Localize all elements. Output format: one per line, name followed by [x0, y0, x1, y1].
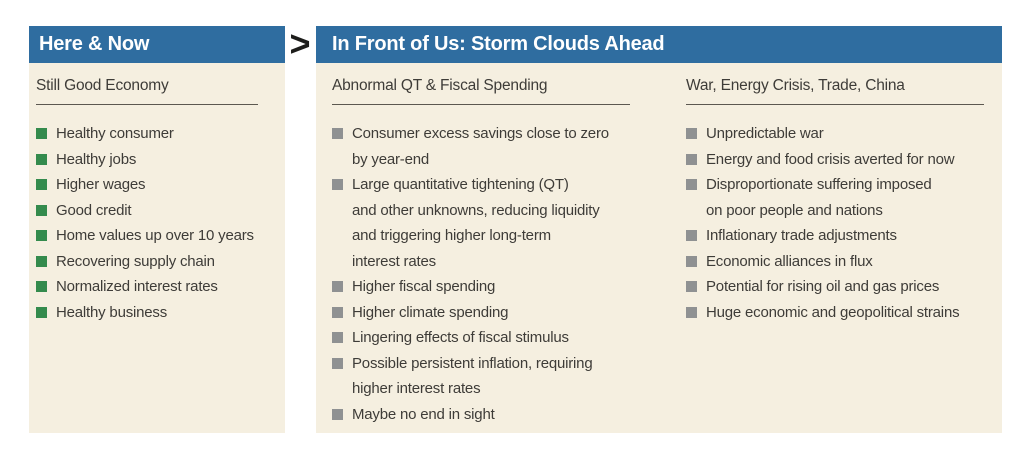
list-item: Lingering effects of fiscal stimulus	[332, 325, 664, 351]
list-item-text: Lingering effects of fiscal stimulus	[352, 329, 569, 346]
square-bullet-icon	[332, 128, 343, 139]
square-bullet-icon	[36, 204, 47, 216]
square-bullet-icon	[686, 255, 697, 267]
list-item: Energy and food crisis averted for now	[686, 147, 988, 173]
square-bullet-icon	[36, 255, 47, 267]
square-bullet-icon	[332, 179, 343, 190]
list-item-text: Good credit	[56, 201, 132, 219]
here-now-panel: Here & Now Still Good Economy Healthy co…	[29, 26, 285, 433]
list-item: Huge economic and geopolitical strains	[686, 300, 988, 326]
storm-clouds-body: Abnormal QT & Fiscal Spending Consumer e…	[316, 63, 1002, 433]
square-bullet-icon	[36, 281, 47, 292]
list-item-text: Home values up over 10 years	[56, 227, 254, 244]
list-item: Unpredictable war	[686, 121, 988, 147]
list-item-text: Inflationary trade adjustments	[706, 227, 897, 244]
square-bullet-icon	[36, 153, 47, 165]
list-item-text: Possible persistent inflation, requiring…	[352, 354, 593, 398]
list-item-text: Disproportionate suffering imposed on po…	[706, 176, 932, 219]
here-now-title: Here & Now	[39, 33, 150, 55]
qt-fiscal-list: Consumer excess savings close to zero by…	[332, 121, 664, 427]
list-item: Home values up over 10 years	[36, 223, 277, 249]
square-bullet-icon	[332, 306, 343, 318]
list-item: Healthy business	[36, 300, 277, 326]
here-now-body: Still Good Economy Healthy consumer Heal…	[29, 63, 285, 433]
list-item-text: Higher wages	[56, 176, 146, 193]
square-bullet-icon	[332, 332, 343, 343]
list-item-text: Higher fiscal spending	[352, 278, 496, 295]
square-bullet-icon	[686, 179, 697, 190]
qt-fiscal-heading: Abnormal QT & Fiscal Spending	[332, 77, 548, 94]
list-item-text: Potential for rising oil and gas prices	[706, 278, 940, 295]
square-bullet-icon	[36, 179, 47, 190]
heading-divider	[332, 104, 630, 105]
qt-fiscal-column: Abnormal QT & Fiscal Spending Consumer e…	[332, 77, 664, 433]
square-bullet-icon	[36, 306, 47, 318]
list-item-text: Normalized interest rates	[56, 278, 218, 295]
list-item: Recovering supply chain	[36, 249, 277, 275]
square-bullet-icon	[686, 230, 697, 241]
square-bullet-icon	[686, 306, 697, 318]
list-item: Consumer excess savings close to zero by…	[332, 121, 664, 172]
square-bullet-icon	[36, 230, 47, 241]
list-item-text: Huge economic and geopolitical strains	[706, 303, 960, 321]
heading-divider	[686, 104, 984, 105]
flow-arrow-symbol: >	[289, 23, 311, 64]
list-item-text: Healthy consumer	[56, 125, 174, 142]
list-item: Higher fiscal spending	[332, 274, 664, 300]
here-now-header: Here & Now	[29, 26, 285, 63]
list-item: Possible persistent inflation, requiring…	[332, 351, 664, 402]
list-item-text: Large quantitative tightening (QT) and o…	[352, 176, 600, 270]
square-bullet-icon	[332, 281, 343, 292]
square-bullet-icon	[332, 357, 343, 369]
square-bullet-icon	[332, 408, 343, 420]
square-bullet-icon	[36, 128, 47, 139]
heading-divider	[36, 104, 258, 105]
list-item-text: Healthy jobs	[56, 150, 137, 168]
list-item: Healthy consumer	[36, 121, 277, 147]
list-item: Good credit	[36, 198, 277, 224]
war-energy-list: Unpredictable war Energy and food crisis…	[686, 121, 988, 325]
good-economy-list: Healthy consumer Healthy jobs Higher wag…	[36, 121, 277, 325]
square-bullet-icon	[686, 153, 697, 165]
storm-clouds-header: In Front of Us: Storm Clouds Ahead	[316, 26, 1002, 63]
square-bullet-icon	[686, 128, 697, 139]
list-item: Potential for rising oil and gas prices	[686, 274, 988, 300]
square-bullet-icon	[686, 281, 697, 292]
list-item-text: Unpredictable war	[706, 125, 824, 142]
list-item-text: Maybe no end in sight	[352, 405, 495, 423]
list-item-text: Energy and food crisis averted for now	[706, 150, 955, 168]
storm-clouds-title: In Front of Us: Storm Clouds Ahead	[332, 33, 665, 55]
list-item: Economic alliances in flux	[686, 249, 988, 275]
list-item: Large quantitative tightening (QT) and o…	[332, 172, 664, 274]
list-item-text: Higher climate spending	[352, 303, 509, 321]
list-item: Disproportionate suffering imposed on po…	[686, 172, 988, 223]
storm-clouds-panel: In Front of Us: Storm Clouds Ahead Abnor…	[316, 26, 1002, 433]
war-energy-column: War, Energy Crisis, Trade, China Unpredi…	[686, 77, 988, 433]
list-item-text: Economic alliances in flux	[706, 252, 873, 270]
list-item: Maybe no end in sight	[332, 402, 664, 428]
list-item-text: Consumer excess savings close to zero by…	[352, 125, 609, 168]
list-item: Normalized interest rates	[36, 274, 277, 300]
list-item-text: Recovering supply chain	[56, 252, 215, 270]
still-good-economy-heading: Still Good Economy	[36, 77, 169, 94]
list-item: Higher climate spending	[332, 300, 664, 326]
war-energy-heading: War, Energy Crisis, Trade, China	[686, 77, 905, 94]
list-item: Healthy jobs	[36, 147, 277, 173]
list-item: Inflationary trade adjustments	[686, 223, 988, 249]
list-item-text: Healthy business	[56, 303, 168, 321]
list-item: Higher wages	[36, 172, 277, 198]
